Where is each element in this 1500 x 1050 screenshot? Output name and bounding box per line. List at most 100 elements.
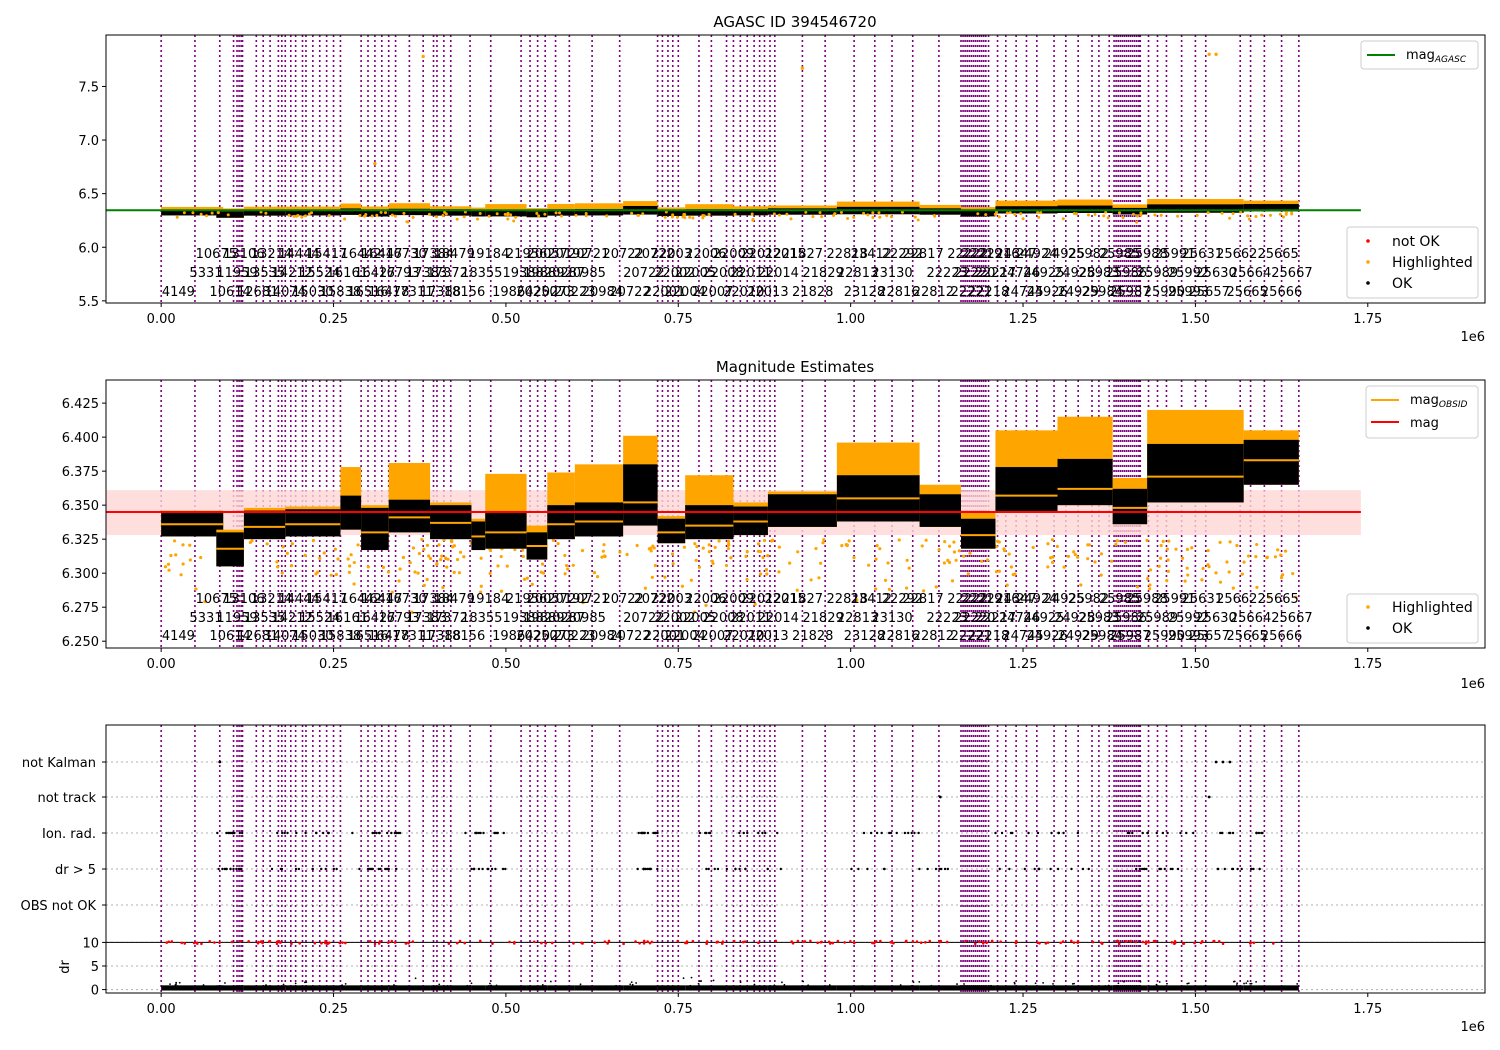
panel1-highlighted-point (584, 212, 588, 216)
panel3-dr-point (942, 985, 945, 988)
panel3-dr-point (536, 987, 539, 990)
panel3-flag-point (761, 831, 764, 835)
panel3-flag-point (1231, 831, 1235, 835)
panel1-obsid-label: 22001 (644, 285, 685, 300)
panel2-highlighted-point (563, 572, 567, 576)
panel2-highlighted-point (1076, 555, 1080, 559)
panel2-highlighted-point (766, 554, 770, 558)
panel3-flag-point (652, 831, 655, 835)
panel3-flag-point (1207, 795, 1211, 799)
panel3-dr-point (468, 986, 471, 988)
panel2-obsid-label: 22010 (723, 629, 764, 644)
panel3-dr-capped-point (324, 939, 327, 943)
panel2-highlighted-point (488, 571, 492, 575)
panel1-xtick-label: 0.00 (147, 312, 176, 327)
panel2-obsid-label: 24926 (1026, 629, 1067, 644)
panel3-dr-point (699, 980, 702, 983)
panel3-dr-capped-point (230, 940, 234, 944)
panel2-highlighted-point (346, 557, 350, 561)
panel3-flag-point (377, 831, 381, 835)
panel1-obsid-label: 22008 (702, 266, 743, 281)
panel3-dr-point (414, 977, 417, 980)
panel3-dr-point (1118, 985, 1121, 988)
panel3-dr-capped-point (208, 939, 211, 943)
panel2-obsid-label: 17384 (413, 592, 454, 607)
panel1-obsid-label: 20250 (516, 285, 557, 300)
panel3-dr-point (175, 981, 178, 984)
panel3-flag-point (734, 867, 737, 871)
panel2-obsid-label: 22001 (644, 629, 685, 644)
panel2-highlighted-point (1231, 586, 1235, 590)
panel3-dr-capped-point (338, 941, 342, 945)
panel2-obsid-label: 19388 (502, 611, 543, 626)
panel2-highlighted-point (408, 560, 412, 565)
panel1-obsid-label: 22011 (730, 266, 771, 281)
panel3-dr-point (911, 984, 913, 987)
panel2-highlighted-point (314, 572, 318, 576)
panel2-obsid-label: 25988 (1126, 592, 1167, 607)
panel3-xtick-label: 1.25 (1009, 1002, 1038, 1017)
panel2-obsid-label: 25982 (1068, 592, 1109, 607)
panel2-highlighted-point (416, 571, 420, 575)
panel3-dr-point (1042, 986, 1045, 989)
panel2-highlighted-point (428, 556, 433, 561)
panel2-obsid-label: 22011 (730, 611, 771, 626)
panel1-obsid-label: 22818 (827, 247, 868, 262)
panel3-dr-capped-point (606, 942, 609, 945)
panel1-highlighted-point (1131, 212, 1135, 216)
panel3-dr-point (224, 982, 226, 984)
panel2-xtick-label: 1.75 (1353, 657, 1382, 672)
panel2-highlighted-point (1031, 545, 1035, 550)
panel1-highlighted-point (402, 211, 406, 215)
panel2-highlighted-point (1165, 579, 1169, 583)
panel3-dr-point (393, 984, 395, 986)
panel1-obsid-label: 25631 (1182, 247, 1223, 262)
panel3-dr-capped-point (1272, 942, 1275, 945)
panel3-dr-point (535, 985, 538, 988)
panel3-flag-point (764, 831, 767, 835)
panel3-flag-point (319, 867, 323, 871)
panel2-highlighted-point (275, 560, 279, 564)
panel3-flag-point (335, 867, 338, 871)
panel3-dr-point (305, 981, 308, 984)
panel3-flag-point (766, 867, 769, 871)
panel3-flag-point (1000, 831, 1004, 835)
panel1-obsid-label: 10675 (196, 247, 237, 262)
panel3-flag-point (1221, 760, 1225, 764)
panel3-flag-point (994, 831, 997, 835)
panel2-obsid-label: 16516 (347, 629, 388, 644)
panel3-flag-point (1033, 867, 1036, 871)
panel1-obsid-label: 16516 (347, 285, 388, 300)
panel2-obsid-label: 12681 (237, 629, 278, 644)
panel2-highlighted-point (1062, 565, 1066, 569)
panel1-highlighted-point (871, 211, 875, 215)
panel3-flag-point (227, 831, 231, 835)
panel2-highlighted-point (1051, 560, 1055, 564)
panel3-dr-capped-point (1147, 940, 1151, 944)
panel2-obsid-label: 24925 (1044, 592, 1085, 607)
panel1-obsid-label: 25988 (1126, 247, 1167, 262)
panel3-dr-capped-point (325, 942, 329, 945)
panel3-flag-point (654, 831, 658, 835)
panel3-flag-point (1057, 831, 1060, 835)
panel2-highlighted-point (457, 571, 461, 575)
panel3-dr-point (1255, 980, 1258, 983)
panel3-flag-point (384, 867, 387, 871)
panel1-highlighted-point (175, 215, 179, 219)
panel2-obsid-label: 20722 (609, 629, 650, 644)
panel1-obsid-label: 22005 (675, 266, 716, 281)
panel2-highlighted-point (1214, 571, 1218, 575)
panel3-flag-point (1011, 831, 1014, 835)
panel1-highlighted-point (406, 220, 410, 224)
panel1-obsid-label: 20985 (565, 266, 606, 281)
panel2-highlighted-point (1240, 572, 1244, 576)
panel1-ok-band (1243, 204, 1299, 212)
panel2-highlighted-point (817, 576, 821, 580)
panel2-highlighted-point (194, 587, 198, 591)
panel3-dr-capped-point (508, 940, 511, 944)
panel2-highlighted-point (437, 543, 441, 547)
panel1-highlighted-point (537, 214, 541, 218)
panel3-dr-capped-point (705, 940, 709, 943)
panel3-flag-point (501, 867, 505, 871)
panel3-dr-point (802, 980, 805, 983)
